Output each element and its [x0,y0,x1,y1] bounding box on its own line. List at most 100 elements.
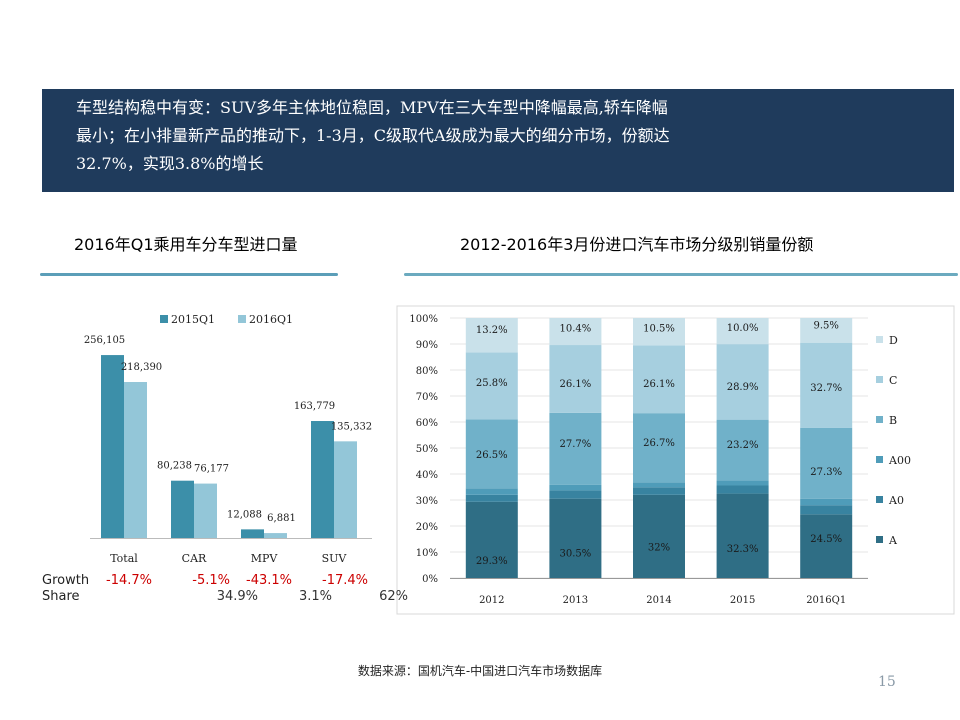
bar-2015Q1-CAR [171,480,194,538]
legend-label-2015Q1: 2015Q1 [171,313,215,326]
segment-label-A-2014: 32% [648,542,670,553]
segment-label-C-2013: 26.1% [560,379,592,390]
segment-C-2013 [549,345,602,413]
right-chart-title: 2012-2016年3月份进口汽车市场分级别销量份额 [460,235,814,254]
y-tick-100%: 100% [409,314,438,325]
growth-total: -14.7% [106,573,152,588]
summary-line-2: 最小；在小排量新产品的推动下，1-3月，C级取代A级成为最大的细分市场，份额达 [76,126,670,145]
segment-label-C-2012: 25.8% [476,378,508,389]
segment-label-B-2016Q1: 27.3% [810,467,842,478]
y-tick-60%: 60% [416,418,438,429]
segment-D-2012 [465,318,518,353]
bar-2016Q1-Total [124,382,147,538]
segment-A00-2015 [716,480,769,486]
data-label-2016Q1-CAR: 76,177 [194,464,229,475]
legend-swatch-C [876,376,883,383]
y-tick-20%: 20% [416,522,438,533]
share-suv: 62% [379,589,408,604]
segment-D-2013 [549,318,602,346]
segment-B-2014 [633,413,685,483]
legend-swatch-D [876,336,883,343]
segment-label-A-2013: 30.5% [560,548,592,559]
segment-A0-2012 [465,494,518,502]
data-label-2015Q1-CAR: 80,238 [157,461,192,472]
y-tick-90%: 90% [416,340,438,351]
y-tick-40%: 40% [416,470,438,481]
bar-2015Q1-Total [101,355,124,538]
segment-label-B-2015: 23.2% [727,440,759,451]
legend-swatch-A [876,536,883,543]
growth-car: -5.1% [192,573,230,588]
y-tick-0%: 0% [422,574,438,585]
segment-label-A-2012: 29.3% [476,556,508,567]
segment-label-D-2016Q1: 9.5% [813,320,838,331]
segment-A00-2012 [465,488,518,495]
segment-C-2016Q1 [800,342,853,428]
segment-label-A-2016Q1: 24.5% [810,534,842,545]
x-tick-2012: 2012 [479,595,504,606]
segment-C-2012 [465,352,518,420]
plot-frame [396,305,955,615]
segment-C-2015 [716,344,769,420]
segment-label-D-2013: 10.4% [560,324,592,335]
legend-label-A: A [888,534,898,547]
segment-label-D-2012: 13.2% [476,325,508,336]
segment-B-2012 [465,419,518,489]
segment-label-C-2014: 26.1% [643,379,675,390]
summary-line-1: 车型结构稳中有变：SUV多年主体地位稳固，MPV在三大车型中降幅最高,轿车降幅 [76,98,668,117]
data-label-2015Q1-Total: 256,105 [84,335,125,346]
y-tick-10%: 10% [416,548,438,559]
x-tick-2013: 2013 [563,595,588,606]
segment-A-2015 [716,493,769,578]
bar-2016Q1-MPV [264,533,287,538]
share-car: 34.9% [216,589,258,604]
growth-label: Growth [42,573,90,588]
segment-A0-2013 [549,490,602,499]
legend-swatch-A00 [876,456,883,463]
y-tick-30%: 30% [416,496,438,507]
segment-A-2013 [549,498,602,578]
left-title-divider [40,273,338,276]
legend-swatch-2015Q1 [160,315,168,323]
data-label-2016Q1-MPV: 6,881 [267,513,296,524]
segment-A-2012 [465,501,518,578]
segment-B-2016Q1 [800,427,853,499]
segment-A0-2015 [716,485,769,494]
legend-swatch-B [876,416,883,423]
x-tick-2016Q1: 2016Q1 [806,595,846,606]
segment-A00-2016Q1 [800,498,853,506]
segment-label-B-2013: 27.7% [560,439,592,450]
left-chart-title: 2016年Q1乘用车分车型进口量 [74,235,298,254]
segment-label-B-2014: 26.7% [643,438,675,449]
segment-D-2015 [716,318,769,345]
category-label-CAR: CAR [182,552,207,565]
segment-label-A-2015: 32.3% [727,544,759,555]
segment-B-2013 [549,412,602,485]
segment-D-2014 [633,318,685,346]
category-label-Total: Total [110,552,138,565]
segment-label-C-2016Q1: 32.7% [810,383,842,394]
x-tick-2014: 2014 [646,595,671,606]
legend-swatch-A0 [876,496,883,503]
growth-suv: -17.4% [322,573,368,588]
segment-A00-2013 [549,484,602,491]
data-label-2016Q1-Total: 218,390 [121,362,162,373]
legend-label-2016Q1: 2016Q1 [249,313,293,326]
segment-label-D-2014: 10.5% [643,324,675,335]
segment-B-2015 [716,419,769,481]
y-tick-80%: 80% [416,366,438,377]
segment-A0-2014 [633,487,685,495]
segment-label-B-2012: 26.5% [476,450,508,461]
data-source-note: 数据来源：国机汽车-中国进口汽车市场数据库 [357,664,603,678]
y-tick-70%: 70% [416,392,438,403]
legend-label-A00: A00 [888,454,911,467]
summary-banner: 车型结构稳中有变：SUV多年主体地位稳固，MPV在三大车型中降幅最高,轿车降幅 … [42,89,954,192]
growth-share-table: Growth -14.7% -5.1% -43.1% -17.4% Share … [42,573,408,605]
legend-label-D: D [889,334,898,347]
legend-label-C: C [889,374,897,387]
segment-label-C-2015: 28.9% [727,382,759,393]
bar-2016Q1-SUV [334,441,357,538]
segment-A0-2016Q1 [800,505,853,515]
growth-row: Growth -14.7% -5.1% -43.1% -17.4% [42,573,382,589]
